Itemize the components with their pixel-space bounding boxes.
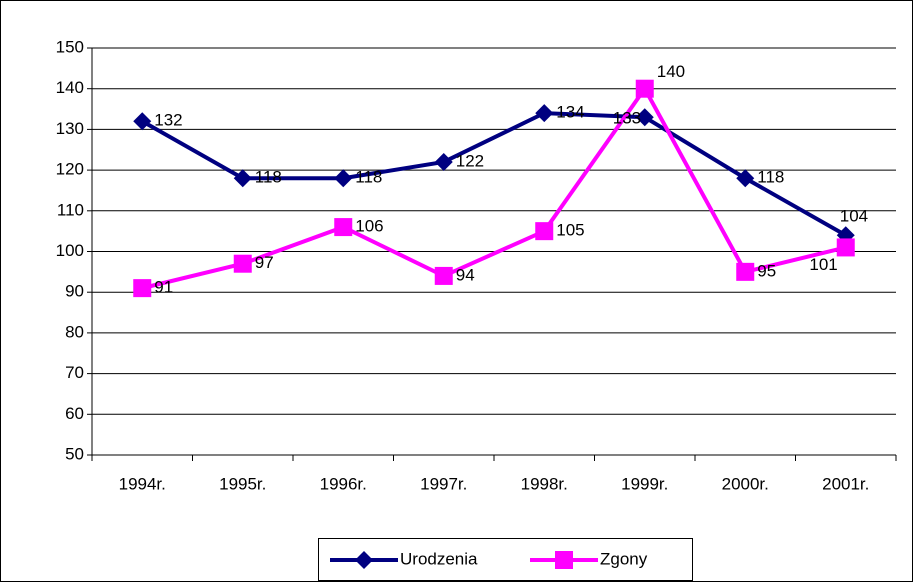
data-label: 122 xyxy=(456,151,484,170)
marker xyxy=(535,222,554,241)
x-tick-label: 1995r. xyxy=(219,474,266,493)
x-tick-label: 2000r. xyxy=(722,474,769,493)
x-tick-label: 1996r. xyxy=(320,474,367,493)
marker xyxy=(555,551,573,569)
x-tick-label: 1998r. xyxy=(521,474,568,493)
data-label: 101 xyxy=(809,255,837,274)
marker xyxy=(355,551,373,569)
marker xyxy=(434,152,453,171)
data-label: 91 xyxy=(154,278,173,297)
data-label: 133 xyxy=(613,109,641,128)
marker xyxy=(736,262,755,281)
series-line xyxy=(141,84,847,291)
data-label: 105 xyxy=(556,221,584,240)
marker xyxy=(836,238,855,257)
data-label: 97 xyxy=(255,253,274,272)
data-label: 118 xyxy=(255,168,282,187)
y-tick-label: 100 xyxy=(56,241,84,260)
series-line xyxy=(141,111,847,237)
y-tick-label: 140 xyxy=(56,78,84,97)
marker xyxy=(535,104,554,123)
marker xyxy=(233,254,252,273)
data-label: 140 xyxy=(657,62,685,81)
y-tick-label: 120 xyxy=(56,160,84,179)
data-label: 134 xyxy=(556,103,584,122)
y-tick-label: 110 xyxy=(57,200,84,219)
y-tick-label: 50 xyxy=(65,444,84,463)
y-tick-label: 150 xyxy=(56,37,84,56)
data-label: 95 xyxy=(757,261,776,280)
legend-label: Urodzenia xyxy=(400,549,478,568)
y-tick-label: 70 xyxy=(65,363,84,382)
marker xyxy=(133,112,152,131)
y-tick-label: 80 xyxy=(65,322,84,341)
marker xyxy=(434,266,453,285)
y-tick-label: 90 xyxy=(65,282,84,301)
marker xyxy=(133,279,152,298)
marker xyxy=(334,218,353,237)
data-label: 104 xyxy=(840,207,868,226)
y-tick-label: 130 xyxy=(56,119,84,138)
legend-label: Zgony xyxy=(600,549,648,568)
y-tick-label: 60 xyxy=(65,404,84,423)
marker xyxy=(635,108,654,127)
data-label: 118 xyxy=(757,168,784,187)
x-tick-label: 1999r. xyxy=(621,474,668,493)
data-label: 94 xyxy=(456,265,475,284)
data-label: 106 xyxy=(355,217,383,236)
marker xyxy=(233,169,252,188)
x-tick-label: 1997r. xyxy=(420,474,467,493)
data-label: 132 xyxy=(154,111,182,130)
marker xyxy=(736,169,755,188)
data-label: 118 xyxy=(355,168,382,187)
x-tick-label: 2001r. xyxy=(822,474,869,493)
marker xyxy=(635,79,654,98)
x-tick-label: 1994r. xyxy=(119,474,166,493)
marker xyxy=(334,169,353,188)
